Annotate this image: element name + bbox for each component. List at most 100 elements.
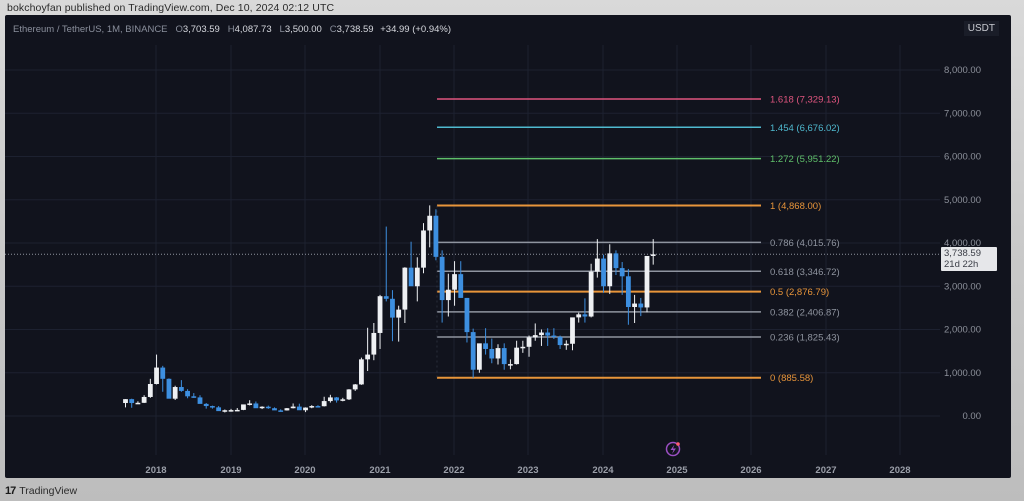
candle[interactable]	[154, 367, 159, 384]
candle[interactable]	[228, 410, 234, 412]
candle[interactable]	[439, 256, 445, 301]
candle[interactable]	[185, 390, 190, 397]
currency-label[interactable]: USDT	[963, 21, 999, 36]
candle[interactable]	[160, 367, 166, 379]
candle[interactable]	[532, 335, 538, 338]
candle[interactable]	[321, 401, 327, 407]
candle[interactable]	[514, 347, 520, 365]
candle[interactable]	[433, 215, 439, 257]
candle[interactable]	[520, 346, 526, 349]
candle[interactable]	[222, 410, 228, 412]
candle[interactable]	[408, 267, 414, 287]
candle[interactable]	[383, 296, 389, 299]
candle[interactable]	[427, 215, 433, 231]
candle[interactable]	[123, 399, 128, 404]
high-value: 4,087.73	[234, 24, 272, 35]
candle[interactable]	[147, 383, 153, 397]
candle[interactable]	[539, 332, 544, 336]
candle[interactable]	[135, 402, 141, 405]
candle[interactable]	[272, 408, 277, 411]
candle[interactable]	[619, 268, 625, 277]
candle[interactable]	[557, 336, 563, 346]
candle[interactable]	[576, 314, 582, 318]
candle[interactable]	[632, 303, 637, 308]
candle[interactable]	[290, 406, 296, 409]
candle[interactable]	[501, 348, 507, 365]
candle[interactable]	[607, 253, 613, 287]
candle[interactable]	[563, 343, 569, 346]
candle[interactable]	[234, 409, 240, 412]
candle[interactable]	[327, 397, 333, 402]
candle[interactable]	[129, 399, 135, 404]
candle[interactable]	[625, 276, 631, 308]
candle[interactable]	[570, 317, 575, 344]
candle[interactable]	[303, 407, 308, 411]
candle[interactable]	[172, 387, 178, 399]
candle[interactable]	[489, 348, 495, 359]
x-axis-tick: 2019	[220, 465, 241, 476]
candle[interactable]	[352, 384, 358, 390]
candle[interactable]	[601, 258, 606, 287]
candle[interactable]	[464, 297, 470, 333]
candle[interactable]	[309, 406, 315, 408]
candle[interactable]	[247, 403, 253, 405]
x-axis-tick: 2018	[145, 465, 166, 476]
candle[interactable]	[191, 396, 197, 398]
current-price-tag: 3,738.59 21d 22h	[941, 247, 997, 271]
candle[interactable]	[470, 332, 476, 370]
lightning-event-icon[interactable]	[665, 441, 681, 457]
candle[interactable]	[390, 298, 395, 318]
chart-panel[interactable]: Ethereum / TetherUS, 1M, BINANCE O3,703.…	[5, 15, 1011, 478]
candle[interactable]	[259, 406, 265, 409]
candle[interactable]	[594, 258, 600, 272]
candle[interactable]	[414, 267, 420, 287]
fib-level-label: 0.5 (2,876.79)	[770, 287, 829, 298]
candle[interactable]	[371, 332, 377, 355]
candle[interactable]	[452, 274, 457, 290]
candle[interactable]	[359, 359, 364, 385]
candle[interactable]	[141, 396, 147, 403]
candle[interactable]	[197, 397, 203, 404]
y-axis-tick: 8,000.00	[944, 65, 981, 76]
candle[interactable]	[421, 230, 426, 268]
candle[interactable]	[284, 408, 290, 411]
candle[interactable]	[253, 403, 259, 409]
candle[interactable]	[638, 303, 644, 308]
candle[interactable]	[166, 378, 172, 399]
x-axis-tick: 2025	[666, 465, 688, 476]
candle[interactable]	[483, 343, 488, 349]
candle[interactable]	[296, 406, 302, 411]
candle[interactable]	[241, 404, 246, 410]
candle[interactable]	[346, 389, 352, 400]
candle[interactable]	[365, 354, 371, 360]
tradingview-logo[interactable]: 17 TradingView	[5, 485, 77, 497]
candle[interactable]	[377, 296, 383, 333]
candle[interactable]	[402, 267, 408, 310]
candle[interactable]	[210, 406, 215, 408]
candle[interactable]	[582, 314, 588, 317]
candle[interactable]	[650, 254, 656, 256]
candle[interactable]	[495, 348, 501, 359]
candle[interactable]	[613, 253, 619, 269]
candle[interactable]	[644, 255, 650, 308]
y-axis-tick: 6,000.00	[944, 152, 981, 163]
y-axis-tick: 1,000.00	[944, 368, 981, 379]
candle[interactable]	[216, 407, 222, 412]
candle[interactable]	[265, 406, 271, 409]
candlestick-chart[interactable]: 0.00 1,000.00 2,000.00 3,000.00 4,000.00 5,00…	[5, 15, 1011, 478]
candle[interactable]	[178, 387, 184, 391]
candle[interactable]	[203, 403, 209, 407]
candle[interactable]	[334, 397, 339, 401]
candle[interactable]	[278, 410, 284, 412]
candle[interactable]	[526, 337, 532, 347]
candle[interactable]	[445, 289, 451, 301]
candle[interactable]	[315, 406, 321, 408]
candle[interactable]	[476, 343, 482, 370]
candle[interactable]	[396, 309, 402, 318]
candle[interactable]	[340, 399, 346, 401]
candle[interactable]	[545, 332, 551, 336]
candle[interactable]	[588, 271, 594, 317]
candle[interactable]	[508, 364, 513, 366]
candle[interactable]	[551, 335, 557, 338]
candle[interactable]	[458, 274, 464, 298]
